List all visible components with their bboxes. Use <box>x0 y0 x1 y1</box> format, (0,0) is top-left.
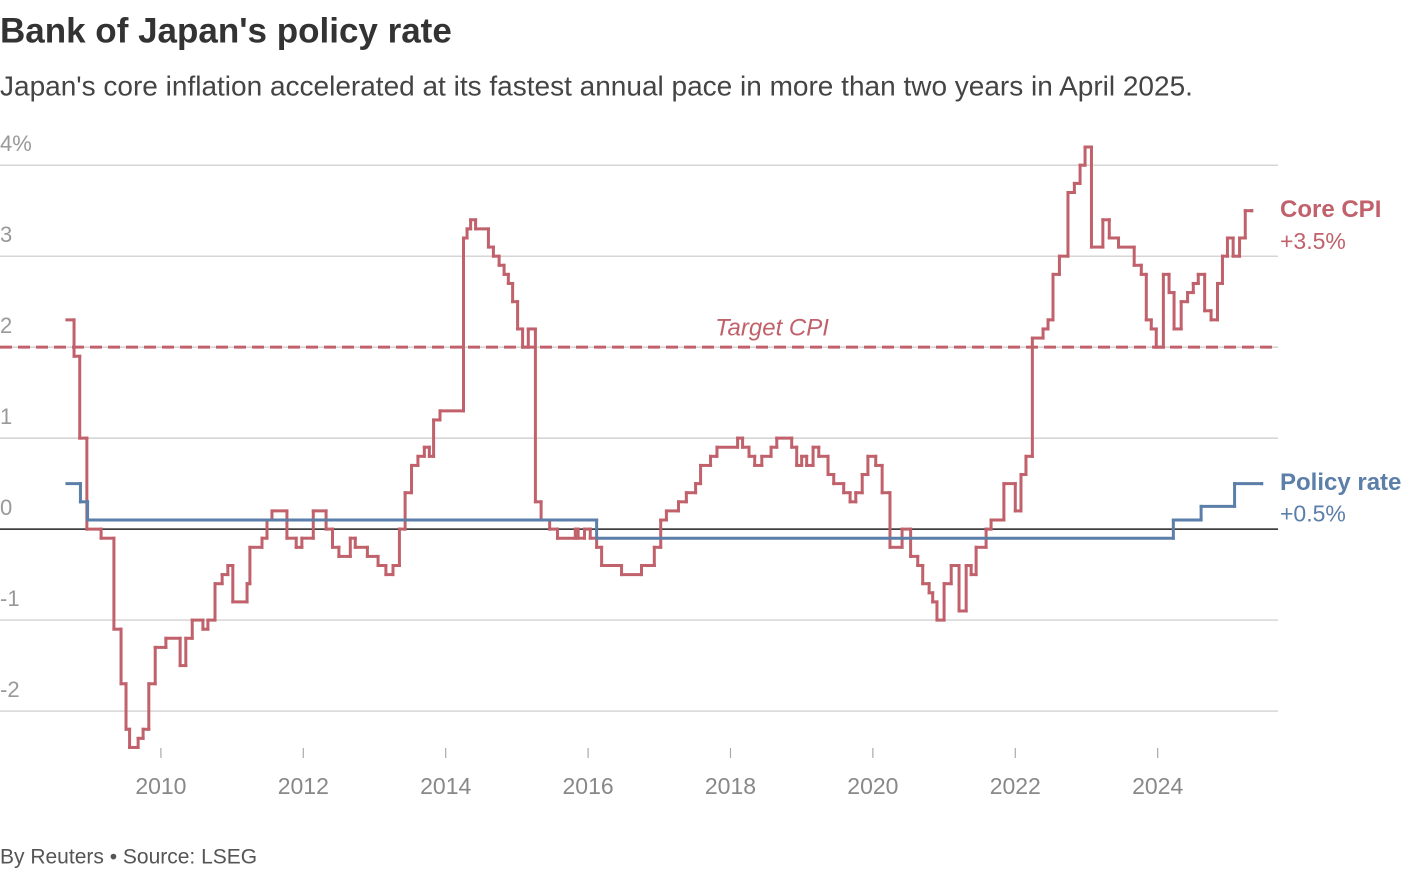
x-tick-label: 2018 <box>705 773 756 799</box>
series-label: Core CPI <box>1280 196 1381 223</box>
series-end-value: +3.5% <box>1280 228 1346 254</box>
y-tick-label: 4% <box>0 131 32 156</box>
x-tick-label: 2010 <box>135 773 186 799</box>
x-tick-label: 2016 <box>563 773 614 799</box>
x-tick-label: 2020 <box>847 773 898 799</box>
series-label: Policy rate <box>1280 469 1401 496</box>
x-tick-label: 2012 <box>278 773 329 799</box>
y-tick-label: 0 <box>0 495 12 520</box>
x-tick-label: 2014 <box>420 773 471 799</box>
y-tick-label: 1 <box>0 404 12 429</box>
y-tick-label: 2 <box>0 313 12 338</box>
x-tick-label: 2022 <box>990 773 1041 799</box>
y-tick-label: -2 <box>0 677 20 702</box>
chart-title: Bank of Japan's policy rate <box>0 11 452 50</box>
target-label: Target CPI <box>715 314 829 341</box>
series-end-value: +0.5% <box>1280 501 1346 527</box>
y-tick-label: 3 <box>0 222 12 247</box>
x-tick-label: 2024 <box>1132 773 1183 799</box>
chart-subtitle: Japan's core inflation accelerated at it… <box>0 70 1193 101</box>
y-tick-label: -1 <box>0 586 20 611</box>
source-note: By Reuters • Source: LSEG <box>0 846 257 869</box>
